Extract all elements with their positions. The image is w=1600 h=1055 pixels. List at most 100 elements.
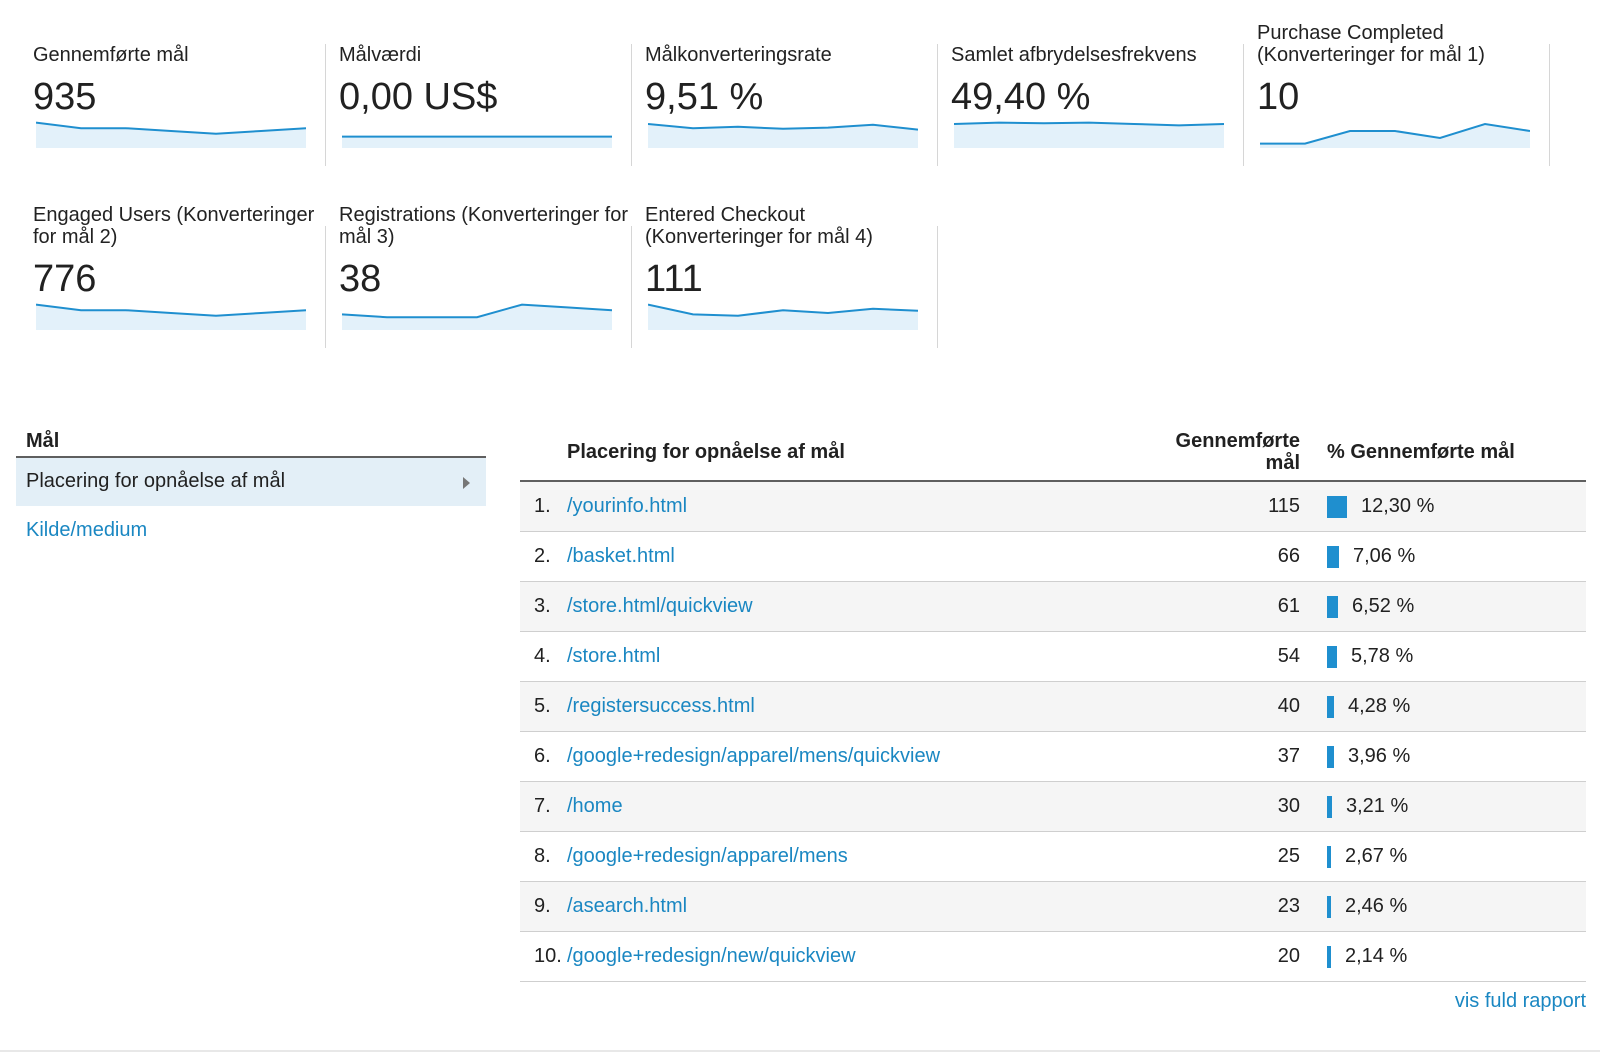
column-header-completed-goals[interactable]: Gennemførte mål [1175, 430, 1300, 474]
sparkline-line [648, 303, 918, 317]
sparkline-line [36, 121, 306, 135]
row-completed-goals: 54 [1277, 645, 1300, 667]
metric-title: Gennemførte mål [33, 44, 189, 66]
row-page-link[interactable]: /home [567, 795, 623, 817]
row-page-link[interactable]: /google+redesign/new/quickview [567, 945, 856, 967]
table-row: 7. /home 30 3,21 % [520, 782, 1586, 832]
sparkline [954, 121, 1224, 148]
metric-cards: Gennemførte mål 935 Målværdi 0,00 US$ Må… [16, 18, 1586, 358]
full-report-link[interactable]: vis fuld rapport [1454, 990, 1586, 1012]
table-row: 4. /store.html 54 5,78 % [520, 632, 1586, 682]
sparkline [342, 135, 612, 148]
metric-value: 49,40 % [951, 76, 1091, 118]
card-divider [325, 44, 326, 166]
row-rank: 2. [534, 545, 551, 567]
goal-location-table: Placering for opnåelse af mål Gennemført… [520, 426, 1586, 982]
metric-card-abandonment-rate[interactable]: Samlet afbrydelsesfrekvens 49,40 % [934, 18, 1244, 166]
sparkline-line [648, 123, 918, 131]
row-page-link[interactable]: /store.html [567, 645, 661, 667]
row-percent: 3,21 % [1346, 795, 1409, 817]
caret-right-icon [463, 477, 470, 489]
row-percent-bar [1327, 696, 1334, 718]
row-completed-goals: 37 [1277, 745, 1300, 767]
row-completed-goals: 40 [1277, 695, 1300, 717]
sparkline [648, 123, 918, 148]
row-rank: 5. [534, 695, 551, 717]
metric-card-completed-goals[interactable]: Gennemførte mål 935 [16, 18, 326, 166]
sparkline-area [1260, 124, 1530, 148]
metric-value: 0,00 US$ [339, 76, 498, 118]
metric-card-goal-1[interactable]: Purchase Completed (Konverteringer for m… [1240, 18, 1550, 166]
table-row: 2. /basket.html 66 7,06 % [520, 532, 1586, 582]
row-rank: 10. [534, 945, 562, 967]
metric-title: Engaged Users (Konverteringer for mål 2) [33, 204, 315, 248]
row-percent-bar [1327, 746, 1334, 768]
row-rank: 7. [534, 795, 551, 817]
row-page-link[interactable]: /registersuccess.html [567, 695, 755, 717]
metric-value: 776 [33, 258, 97, 300]
row-percent-bar [1327, 496, 1347, 518]
metric-card-goal-3[interactable]: Registrations (Konverteringer for mål 3)… [322, 200, 632, 348]
metric-value: 935 [33, 76, 97, 118]
table-row: 1. /yourinfo.html 115 12,30 % [520, 482, 1586, 532]
row-percent-bar [1327, 546, 1339, 568]
row-percent-bar [1327, 896, 1331, 918]
column-header-goal-location[interactable]: Placering for opnåelse af mål [567, 441, 845, 463]
row-page-link[interactable]: /google+redesign/apparel/mens [567, 845, 848, 867]
goal-nav-item-source-medium[interactable]: Kilde/medium [26, 519, 148, 541]
table-row: 9. /asearch.html 23 2,46 % [520, 882, 1586, 932]
row-completed-goals: 66 [1277, 545, 1300, 567]
metric-title: Målværdi [339, 44, 422, 66]
sparkline-area [648, 124, 918, 148]
sparkline [342, 303, 612, 330]
card-divider [1243, 44, 1244, 166]
sparkline [1260, 122, 1530, 148]
metric-value: 9,51 % [645, 76, 764, 118]
sparkline [648, 303, 918, 330]
table-row: 6. /google+redesign/apparel/mens/quickvie… [520, 732, 1586, 782]
table-row: 5. /registersuccess.html 40 4,28 % [520, 682, 1586, 732]
row-rank: 1. [534, 495, 551, 517]
metric-card-goal-value[interactable]: Målværdi 0,00 US$ [322, 18, 632, 166]
sparkline-line [1260, 122, 1530, 145]
table-body: 1. /yourinfo.html 115 12,30 % 2. /basket.html… [520, 482, 1586, 982]
column-header-percent-completed[interactable]: % Gennemførte mål [1327, 441, 1515, 463]
metric-title: Målkonverteringsrate [645, 44, 832, 66]
row-page-link[interactable]: /google+redesign/apparel/mens/quickview [567, 745, 941, 767]
row-completed-goals: 20 [1277, 945, 1300, 967]
card-divider [1549, 44, 1550, 166]
row-completed-goals: 115 [1268, 495, 1300, 517]
row-page-link[interactable]: /basket.html [567, 545, 675, 567]
sparkline [36, 121, 306, 148]
metric-title: Purchase Completed (Konverteringer for m… [1257, 22, 1485, 66]
row-page-link[interactable]: /yourinfo.html [567, 495, 688, 517]
metric-card-goal-4[interactable]: Entered Checkout (Konverteringer for mål… [628, 200, 938, 348]
card-divider [631, 44, 632, 166]
row-completed-goals: 61 [1277, 595, 1300, 617]
card-divider [937, 226, 938, 348]
goal-nav-item-goal-location[interactable]: Placering for opnåelse af mål [16, 458, 486, 506]
row-rank: 8. [534, 845, 551, 867]
row-percent-bar [1327, 596, 1338, 618]
metric-card-goal-2[interactable]: Engaged Users (Konverteringer for mål 2)… [16, 200, 326, 348]
card-divider [631, 226, 632, 348]
sparkline-area [36, 304, 306, 330]
row-percent-bar [1327, 796, 1332, 818]
row-page-link[interactable]: /store.html/quickview [567, 595, 753, 617]
row-percent-bar [1327, 646, 1337, 668]
sparkline-area [954, 122, 1224, 148]
sparkline [36, 303, 306, 330]
metric-card-conversion-rate[interactable]: Målkonverteringsrate 9,51 % [628, 18, 938, 166]
row-percent-bar [1327, 946, 1331, 968]
table-row: 10./google+redesign/new/quickview 20 2,14 … [520, 932, 1586, 982]
row-completed-goals: 25 [1277, 845, 1300, 867]
row-rank: 9. [534, 895, 551, 917]
card-divider [325, 226, 326, 348]
row-page-link[interactable]: /asearch.html [567, 895, 688, 917]
row-rank: 6. [534, 745, 551, 767]
row-percent: 2,46 % [1345, 895, 1408, 917]
sparkline-line [342, 303, 612, 319]
card-divider [937, 44, 938, 166]
sparkline-line [36, 303, 306, 317]
row-percent: 6,52 % [1352, 595, 1415, 617]
